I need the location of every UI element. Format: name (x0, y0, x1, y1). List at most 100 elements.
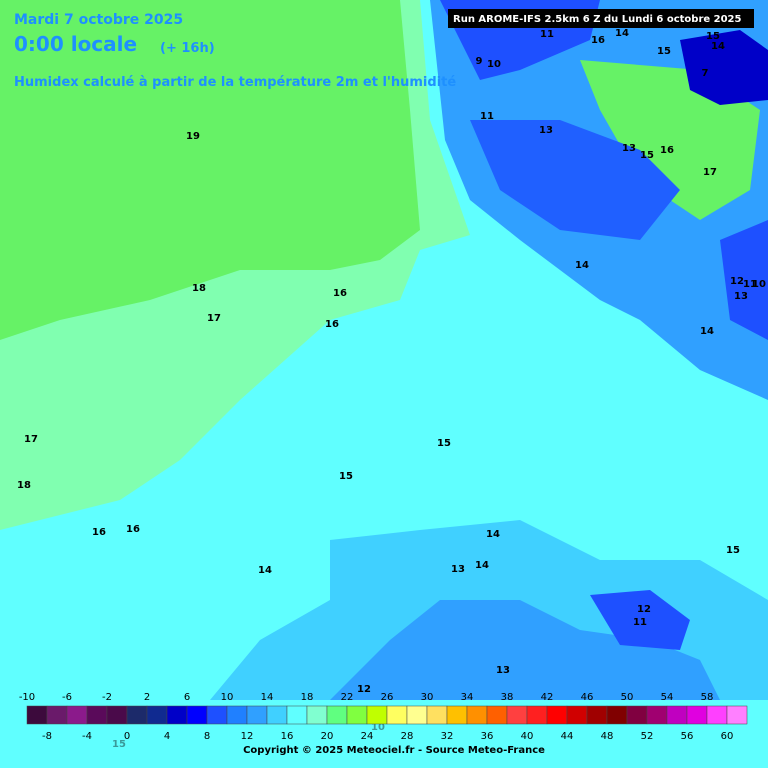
legend-swatch (66, 705, 88, 725)
legend-swatch (106, 705, 128, 725)
legend-tick-label: 30 (421, 692, 434, 703)
legend-tick-label: -10 (19, 692, 35, 703)
legend-tick-label: 52 (641, 731, 654, 742)
contour-label: 16 (92, 527, 106, 538)
legend-swatch (466, 705, 488, 725)
run-box (448, 9, 754, 28)
legend-swatch (606, 705, 628, 725)
legend-swatch (666, 705, 688, 725)
contour-label: 18 (17, 480, 31, 491)
legend-swatch (706, 705, 728, 725)
contour-label: 12 (637, 604, 651, 615)
legend-swatch (626, 705, 648, 725)
contour-label: 14 (711, 41, 725, 52)
legend-swatch (566, 705, 588, 725)
legend-swatch (146, 705, 168, 725)
offset: (+ 16h) (160, 41, 215, 56)
legend-tick-label: 36 (481, 731, 494, 742)
contour-label: 17 (703, 167, 717, 178)
legend-tick-label: -4 (82, 731, 92, 742)
legend-swatch (686, 705, 708, 725)
legend-tick-label: 48 (601, 731, 614, 742)
contour-label: 14 (486, 529, 500, 540)
contour-label: 16 (333, 288, 347, 299)
legend-swatch (246, 705, 268, 725)
legend-swatch (486, 705, 508, 725)
legend-swatch (506, 705, 528, 725)
legend-tick-label: 56 (681, 731, 694, 742)
legend-tick-label: 38 (501, 692, 514, 703)
legend-tick-label: -6 (62, 692, 72, 703)
contour-label: 11 (633, 617, 647, 628)
legend-tick-label: 50 (621, 692, 634, 703)
contour-label: 14 (575, 260, 589, 271)
subtitle: Humidex calculé à partir de la températu… (14, 75, 456, 90)
contour-label: 15 (726, 545, 740, 556)
legend-swatch (426, 705, 448, 725)
copyright: Copyright © 2025 Meteociel.fr - Source M… (243, 745, 545, 756)
legend-swatch (446, 705, 468, 725)
blue-zone (330, 600, 720, 700)
legend-swatch (286, 705, 308, 725)
legend-tick-label: 4 (164, 731, 170, 742)
dark-blue-zone (720, 220, 768, 340)
legend-tick-label: 24 (361, 731, 374, 742)
contour-label: 17 (24, 434, 38, 445)
legend-swatch (326, 705, 348, 725)
contour-label: 17 (207, 313, 221, 324)
contour-label: 11 (540, 29, 554, 40)
legend-tick-label: 26 (381, 692, 394, 703)
contour-label: 19 (186, 131, 200, 142)
contour-label: 11 (743, 279, 757, 290)
legend-tick-label: 16 (281, 731, 294, 742)
dark-blue-zone (470, 120, 680, 240)
legend-tick-label: 44 (561, 731, 574, 742)
legend-tick-label: 12 (241, 731, 254, 742)
contour-label: 14 (475, 560, 489, 571)
contour-label: 16 (591, 35, 605, 46)
legend-swatch (386, 705, 408, 725)
contour-label: 11 (480, 111, 494, 122)
contour-label: 16 (325, 319, 339, 330)
legend-tick-label: 8 (204, 731, 210, 742)
contour-label: 18 (192, 283, 206, 294)
contour-label: 12 (730, 276, 744, 287)
legend-swatch (406, 705, 428, 725)
contour-label: 10 (752, 279, 766, 290)
legend-swatch (46, 705, 68, 725)
contour-label: 13 (451, 564, 465, 575)
contour-label: 15 (640, 150, 654, 161)
legend-tick-label: 40 (521, 731, 534, 742)
legend-tick-label: -8 (42, 731, 52, 742)
legend-tick-label: 58 (701, 692, 714, 703)
legend-tick-label: 14 (261, 692, 274, 703)
contour-label: 16 (660, 145, 674, 156)
legend-tick-label: 60 (721, 731, 734, 742)
legend-swatch (126, 705, 148, 725)
deep-blue-zone (680, 30, 768, 105)
contour-label: 16 (126, 524, 140, 535)
legend-swatch (186, 705, 208, 725)
contour-label: 7 (702, 68, 709, 79)
legend-tick-label: 42 (541, 692, 554, 703)
contour-label: 9 (476, 56, 483, 67)
legend-tick-label: 54 (661, 692, 674, 703)
legend-swatch (166, 705, 188, 725)
legend-swatch (26, 705, 48, 725)
contour-label: 15 (339, 471, 353, 482)
contour-label: 15 (437, 438, 451, 449)
legend-swatch (646, 705, 668, 725)
contour-label: 14 (700, 326, 714, 337)
dark-blue-zone (590, 590, 690, 650)
date: Mardi 7 octobre 2025 (14, 12, 183, 28)
legend-swatch (86, 705, 108, 725)
legend-tick-label: 18 (301, 692, 314, 703)
contour-label: 14 (615, 28, 629, 39)
contour-label: 10 (487, 59, 501, 70)
legend-tick-label: 22 (341, 692, 354, 703)
legend-tick-label: 20 (321, 731, 334, 742)
contour-label: 12 (357, 684, 371, 695)
legend-swatch (546, 705, 568, 725)
green-zone (0, 0, 420, 340)
